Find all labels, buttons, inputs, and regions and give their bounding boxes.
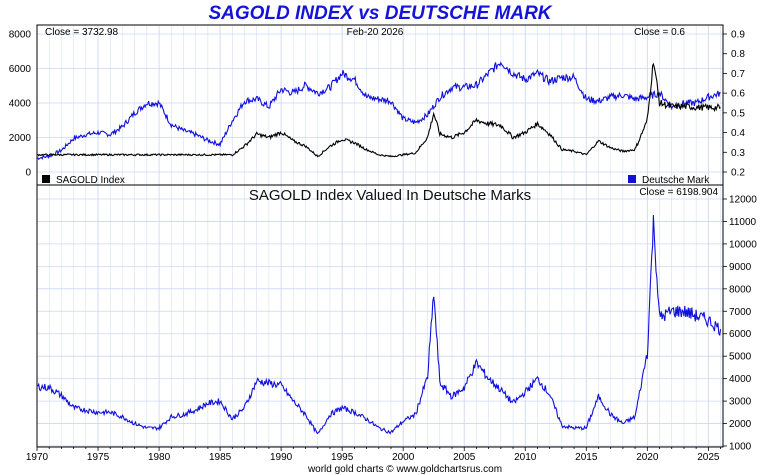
x-tick-label: 1995 <box>331 452 354 463</box>
bottom-right-tick-label: 3000 <box>729 397 752 408</box>
top-right-tick-label: 0.4 <box>731 128 745 139</box>
top-panel-grid <box>36 25 723 185</box>
top-panel-frame <box>36 24 724 186</box>
x-tick-label: 2020 <box>636 452 659 463</box>
bottom-right-tick-label: 6000 <box>729 329 752 340</box>
top-right-tick-label: 0.6 <box>731 89 745 100</box>
bottom-panel-series <box>36 214 722 435</box>
series-line-deutsche-mark <box>36 61 721 160</box>
top-right-tick-label: 0.5 <box>731 108 745 119</box>
top-left-tick-label: 0 <box>25 168 31 179</box>
bottom-close-label: Close = 6198.904 <box>639 187 718 198</box>
top-right-tick-label: 0.9 <box>731 30 745 41</box>
top-left-axis-ticks: 0 2000 4000 6000 8000 <box>9 30 32 179</box>
x-tick-label: 2015 <box>575 452 598 463</box>
bottom-panel-frame <box>36 184 724 448</box>
bottom-right-tick-label: 12000 <box>729 195 757 206</box>
bottom-right-tick-label: 8000 <box>729 284 752 295</box>
bottom-right-tick-label: 10000 <box>729 239 757 250</box>
top-right-tick-label: 0.3 <box>731 148 745 159</box>
x-tick-label: 2005 <box>453 452 476 463</box>
top-right-tick-label: 0.8 <box>731 49 745 60</box>
legend-swatch-dmark <box>628 175 636 183</box>
legend-label-dmark: Deutsche Mark <box>642 175 710 186</box>
bottom-right-axis-ticks: 1000 2000 3000 4000 5000 6000 7000 8000 9000 1000… <box>723 195 757 453</box>
x-tick-label: 1975 <box>87 452 110 463</box>
bottom-right-tick-label: 4000 <box>729 374 752 385</box>
x-tick-label: 1980 <box>148 452 171 463</box>
top-right-tick-label: 0.7 <box>731 69 745 80</box>
top-left-tick-label: 2000 <box>9 133 32 144</box>
bottom-right-tick-label: 11000 <box>729 217 757 228</box>
bottom-panel-title: SAGOLD Index Valued In Deutsche Marks <box>249 187 531 204</box>
date-label: Feb-20 2026 <box>347 27 404 38</box>
series-line-sagold-index <box>36 62 721 158</box>
x-tick-label: 1970 <box>26 452 49 463</box>
bottom-right-tick-label: 1000 <box>729 442 752 453</box>
top-right-axis-ticks: 0.2 0.3 0.4 0.5 0.6 0.7 0.8 0.9 <box>723 30 745 179</box>
x-tick-label: 1990 <box>270 452 293 463</box>
bottom-right-tick-label: 7000 <box>729 307 752 318</box>
top-right-tick-label: 0.2 <box>731 168 745 179</box>
x-axis-ticks: 1970 1975 1980 1985 1990 1995 2000 2005 2010 2015… <box>26 447 721 463</box>
top-left-tick-label: 4000 <box>9 99 32 110</box>
bottom-right-tick-label: 9000 <box>729 262 752 273</box>
x-tick-label: 2010 <box>514 452 537 463</box>
chart-title: SAGOLD INDEX vs DEUTSCHE MARK <box>208 3 552 24</box>
top-left-tick-label: 6000 <box>9 64 32 75</box>
series-line-sagold-in-dmarks <box>36 214 722 435</box>
x-tick-label: 1985 <box>209 452 232 463</box>
bottom-right-tick-label: 5000 <box>729 352 752 363</box>
x-tick-label: 2025 <box>697 452 720 463</box>
close-left-label: Close = 3732.98 <box>45 27 119 38</box>
close-right-label: Close = 0.6 <box>634 27 685 38</box>
top-panel-series <box>36 61 721 160</box>
bottom-panel-grid <box>36 185 723 447</box>
x-tick-label: 2000 <box>392 452 415 463</box>
legend-label-sagold: SAGOLD Index <box>56 175 125 186</box>
legend-swatch-sagold <box>42 175 50 183</box>
top-left-tick-label: 8000 <box>9 30 32 41</box>
footer-credit: world gold charts © www.goldchartsrus.co… <box>307 464 502 475</box>
bottom-right-tick-label: 2000 <box>729 419 752 430</box>
